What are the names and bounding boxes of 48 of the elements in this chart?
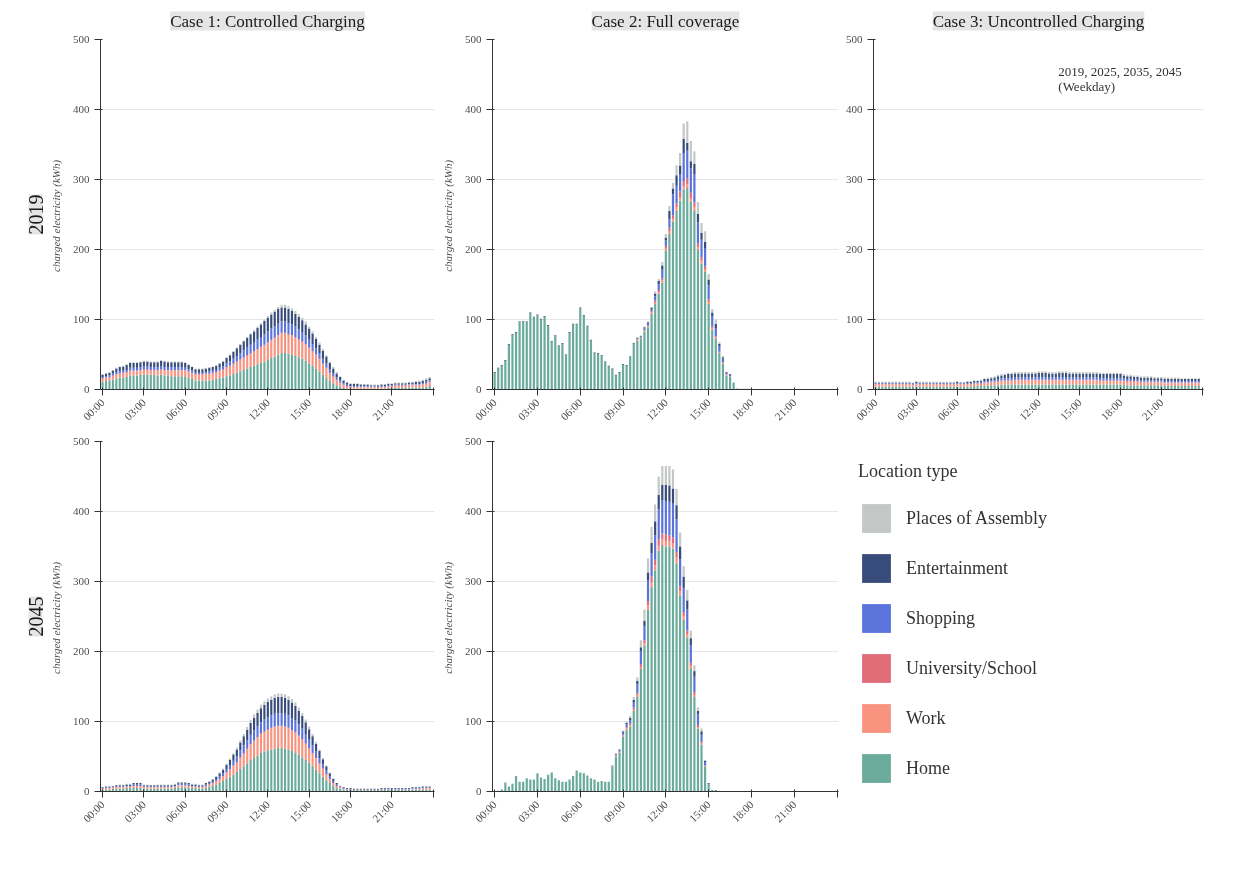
y-tick-label: 300 xyxy=(465,575,482,587)
chart-title: Case 2: Full coverage xyxy=(591,11,740,31)
y-tick-label: 200 xyxy=(465,645,482,657)
y-axis-title: charged electricity (kWh) xyxy=(50,159,63,272)
y-tick-label: 500 xyxy=(846,33,863,45)
legend-label: Home xyxy=(906,757,950,779)
legend-label: Work xyxy=(906,707,946,729)
y-tick-label: 300 xyxy=(846,173,863,185)
annotation: 2019, 2025, 2035, 2045 xyxy=(1058,63,1182,79)
y-tick-label: 400 xyxy=(465,103,482,115)
y-tick-label: 400 xyxy=(73,103,90,115)
y-tick-label: 200 xyxy=(846,243,863,255)
y-tick-label: 100 xyxy=(73,313,90,325)
y-tick-label: 300 xyxy=(73,575,90,587)
y-tick-label: 200 xyxy=(73,243,90,255)
y-tick-label: 0 xyxy=(84,785,90,797)
y-tick-label: 400 xyxy=(73,505,90,517)
legend-title: Location type xyxy=(858,461,959,482)
y-tick-label: 400 xyxy=(846,103,863,115)
legend-label: University/School xyxy=(906,657,1037,679)
legend-label: Shopping xyxy=(906,607,976,629)
y-tick-label: 0 xyxy=(84,383,90,395)
y-tick-label: 400 xyxy=(465,505,482,517)
annotation: (Weekday) xyxy=(1058,79,1115,95)
y-tick-label: 200 xyxy=(465,243,482,255)
legend-label: Places of Assembly xyxy=(906,507,1047,529)
y-tick-label: 100 xyxy=(465,313,482,325)
text: 2019 xyxy=(24,194,47,235)
chart-title: Case 1: Controlled Charging xyxy=(170,11,366,31)
y-tick-label: 500 xyxy=(73,435,90,447)
y-tick-label: 100 xyxy=(73,715,90,727)
y-tick-label: 100 xyxy=(465,715,482,727)
y-tick-label: 300 xyxy=(465,173,482,185)
y-tick-label: 300 xyxy=(73,173,90,185)
chart-title: Case 3: Uncontrolled Charging xyxy=(932,11,1145,31)
y-tick-label: 0 xyxy=(476,785,482,797)
text: 2045 xyxy=(24,596,47,637)
y-axis-title: charged electricity (kWh) xyxy=(50,561,63,674)
y-tick-label: 500 xyxy=(465,33,482,45)
y-tick-label: 500 xyxy=(465,435,482,447)
y-axis-title: charged electricity (kWh) xyxy=(442,561,455,674)
y-axis-title: charged electricity (kWh) xyxy=(442,159,455,272)
y-tick-label: 0 xyxy=(857,383,863,395)
y-tick-label: 100 xyxy=(846,313,863,325)
y-tick-label: 0 xyxy=(476,383,482,395)
y-tick-label: 200 xyxy=(73,645,90,657)
legend-label: Entertainment xyxy=(906,557,1008,579)
y-tick-label: 500 xyxy=(73,33,90,45)
